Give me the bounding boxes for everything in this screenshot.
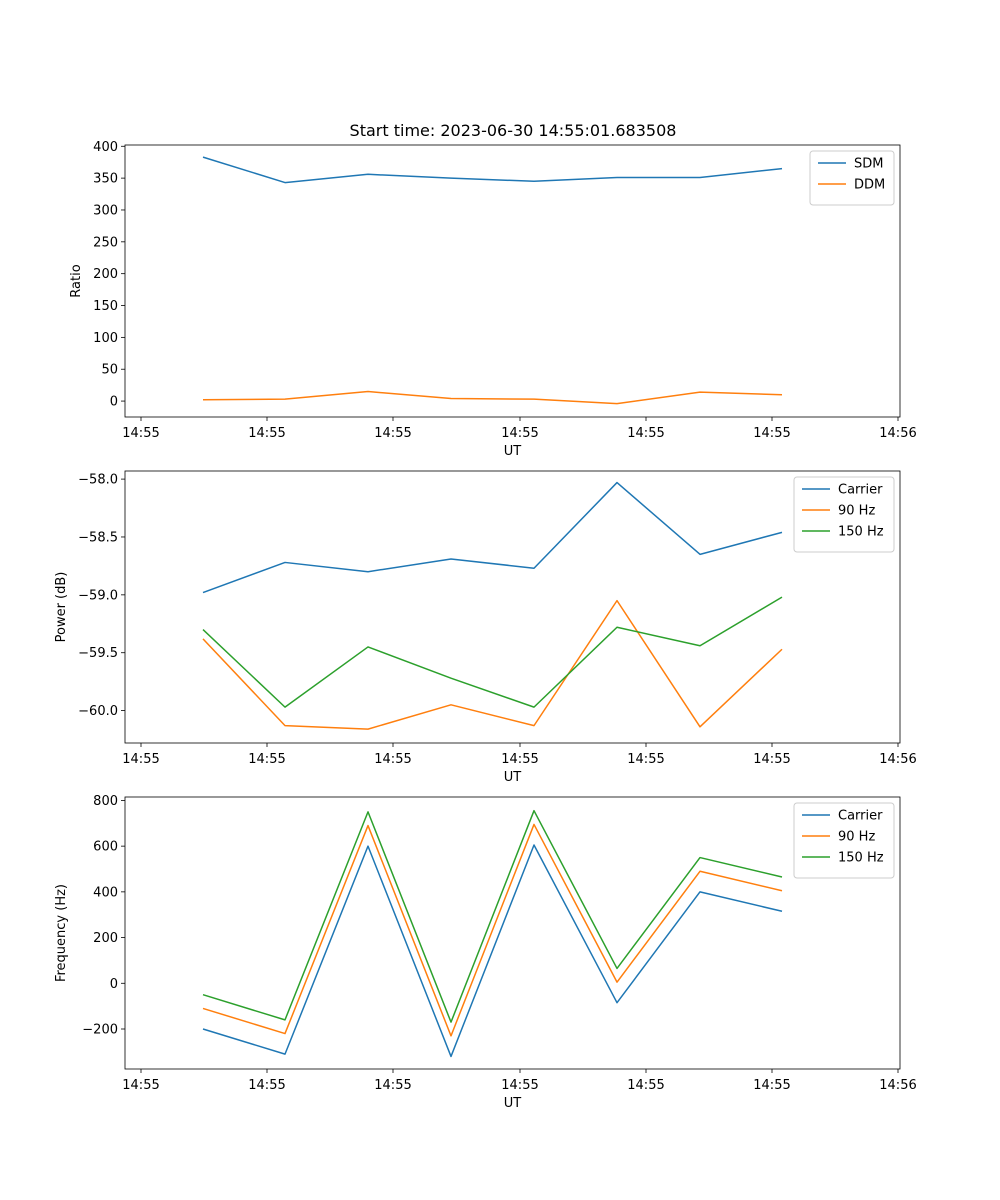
plot-area-frame [124,144,901,418]
x-tick-label: 14:55 [374,752,411,767]
series-group [202,156,783,405]
series-line-90-hz [202,599,783,730]
series-line-sdm [202,156,783,184]
y-axis-label: Ratio [69,264,84,297]
x-tick-label: 14:55 [374,1078,411,1093]
x-tick-label: 14:56 [879,1078,916,1093]
x-tick-label: 14:55 [122,752,159,767]
series-line-ddm [202,390,783,405]
x-axis-label: UT [504,770,522,785]
legend: Carrier 90 Hz 150 Hz [793,476,895,553]
y-tick-label: 150 [93,299,118,314]
x-tick-label: 14:55 [627,426,664,441]
plot-area-frame [124,796,901,1070]
y-tick-label: 800 [93,794,118,809]
y-tick-label: 400 [93,140,118,155]
y-tick-label: 250 [93,235,118,250]
figure-title: Start time: 2023-06-30 14:55:01.683508 [350,121,677,140]
x-tick-label: 14:55 [753,752,790,767]
legend-label: Carrier [838,483,883,498]
x-axis-label: UT [504,444,522,459]
x-tick-label: 14:55 [627,752,664,767]
y-tick-label: −59.5 [78,646,118,661]
y-tick-label: 200 [93,267,118,282]
legend-label: 90 Hz [838,504,875,519]
series-line-90-hz [202,823,783,1037]
y-tick-label: −200 [82,1023,118,1038]
subplot-2: 14:55 14:55 14:55 14:55 14:55 14:55 14:56 −60.0… [54,470,917,785]
y-tick-label: 50 [101,363,118,378]
y-tick-label: 400 [93,885,118,900]
x-axis-label: UT [504,1096,522,1111]
legend-label: 150 Hz [838,851,884,866]
y-tick-label: 200 [93,931,118,946]
x-tick-label: 14:55 [501,752,538,767]
x-tick-label: 14:55 [122,426,159,441]
legend-box [809,150,895,206]
x-tick-label: 14:55 [248,752,285,767]
series-line-150-hz [202,596,783,708]
legend-label: DDM [854,178,885,193]
x-tick-label: 14:55 [753,426,790,441]
x-tick-label: 14:55 [753,1078,790,1093]
x-tick-label: 14:55 [248,426,285,441]
x-tick-label: 14:56 [879,752,916,767]
subplot-1: 14:55 14:55 14:55 14:55 14:55 14:55 14:56 0 50 10… [69,140,917,459]
legend-label: Carrier [838,809,883,824]
series-line-carrier [202,481,783,594]
legend-label: 90 Hz [838,830,875,845]
legend-box [793,476,895,553]
y-tick-label: 0 [110,395,118,410]
x-tick-label: 14:55 [374,426,411,441]
legend-label: 150 Hz [838,525,884,540]
x-tick-label: 14:55 [122,1078,159,1093]
y-axis-label: Frequency (Hz) [54,884,69,982]
x-tick-label: 14:55 [248,1078,285,1093]
x-tick-label: 14:55 [627,1078,664,1093]
legend-box [793,802,895,879]
series-group [202,481,783,730]
legend-label: SDM [854,157,883,172]
y-tick-label: −60.0 [78,704,118,719]
x-tick-label: 14:56 [879,426,916,441]
x-tick-label: 14:55 [501,1078,538,1093]
y-tick-label: −58.0 [78,473,118,488]
series-group [202,809,783,1058]
y-tick-label: 0 [110,977,118,992]
y-tick-label: 600 [93,840,118,855]
y-tick-label: −59.0 [78,588,118,603]
plot-area-frame [124,470,901,744]
legend: SDM DDM [809,150,895,206]
y-axis-label: Power (dB) [54,572,69,643]
series-line-carrier [202,844,783,1058]
legend: Carrier 90 Hz 150 Hz [793,802,895,879]
subplots: 14:55 14:55 14:55 14:55 14:55 14:55 14:56 0 50 10… [54,140,917,1111]
y-tick-label: 100 [93,331,118,346]
y-tick-label: 350 [93,172,118,187]
series-line-150-hz [202,809,783,1023]
y-tick-label: 300 [93,203,118,218]
y-tick-label: −58.5 [78,530,118,545]
x-tick-label: 14:55 [501,426,538,441]
subplot-3: 14:55 14:55 14:55 14:55 14:55 14:55 14:56 −200 0… [54,794,917,1111]
